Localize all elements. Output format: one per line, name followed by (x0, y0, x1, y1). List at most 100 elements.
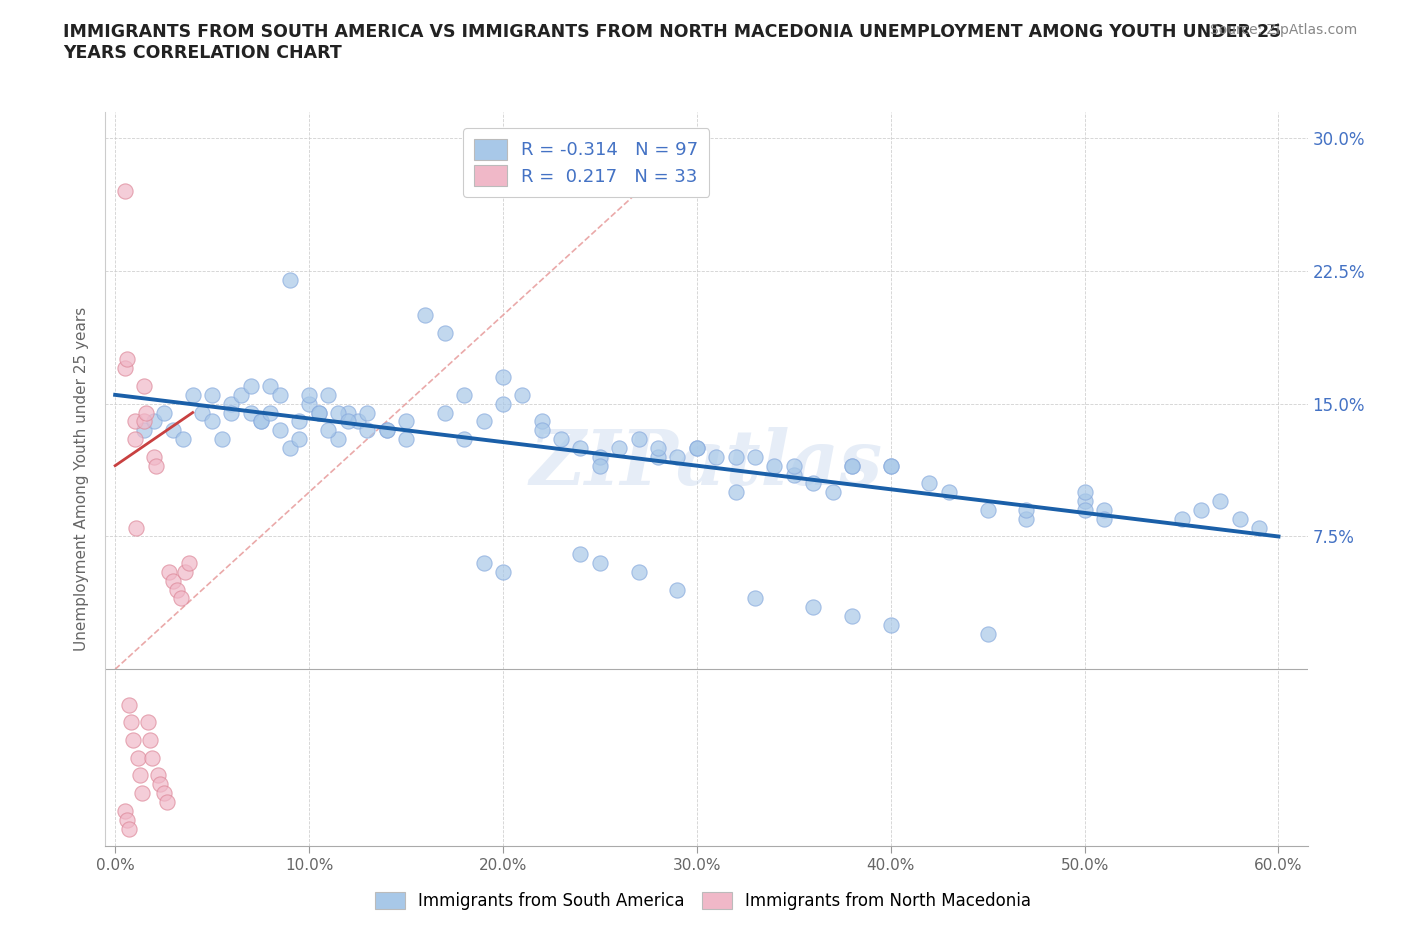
Point (1015, 512, 1038, 526)
Point (510, 388, 533, 403)
Point (166, 582, 188, 597)
Point (841, 609, 863, 624)
Point (118, 698, 141, 712)
Point (318, 423, 340, 438)
Point (1170, 512, 1192, 526)
Point (453, 432, 475, 446)
Point (783, 467, 806, 482)
Text: Source: ZipAtlas.com: Source: ZipAtlas.com (1209, 23, 1357, 37)
Point (318, 388, 340, 403)
Point (141, 751, 163, 765)
Point (627, 432, 650, 446)
Point (976, 502, 998, 517)
Point (269, 423, 291, 438)
Point (375, 423, 398, 438)
Point (298, 388, 321, 403)
Point (607, 441, 630, 456)
Point (326, 405, 349, 420)
Point (666, 582, 689, 597)
Point (724, 485, 747, 499)
Point (170, 591, 193, 605)
Point (1229, 512, 1251, 526)
Point (589, 458, 612, 473)
Point (530, 414, 553, 429)
Point (181, 388, 204, 403)
Point (801, 476, 824, 491)
Point (149, 777, 172, 791)
Point (472, 414, 495, 429)
Point (433, 326, 456, 340)
Point (174, 565, 197, 579)
Point (336, 414, 359, 429)
Point (269, 388, 291, 403)
Point (249, 414, 271, 429)
Point (569, 547, 592, 562)
Point (249, 414, 271, 429)
Point (121, 733, 143, 748)
Point (686, 441, 709, 456)
Point (375, 423, 398, 438)
Point (259, 405, 281, 420)
Point (666, 449, 689, 464)
Point (231, 388, 253, 403)
Point (1189, 502, 1212, 517)
Point (134, 379, 156, 393)
Point (647, 441, 669, 456)
Point (278, 441, 301, 456)
Point (177, 555, 200, 570)
Point (136, 715, 159, 730)
Point (114, 804, 136, 818)
Point (415, 308, 437, 323)
Point (589, 449, 612, 464)
Point (492, 370, 515, 385)
Point (308, 405, 330, 420)
Point (162, 573, 184, 588)
Point (278, 272, 301, 287)
Point (239, 405, 262, 420)
Point (627, 565, 650, 579)
Point (647, 449, 669, 464)
Point (139, 733, 162, 748)
Point (880, 618, 903, 632)
Point (841, 458, 863, 473)
Point (145, 458, 167, 473)
Point (1015, 502, 1038, 517)
Point (201, 388, 224, 403)
Point (744, 449, 766, 464)
Point (453, 388, 475, 403)
Point (744, 591, 766, 605)
Point (356, 423, 378, 438)
Point (115, 352, 138, 367)
Point (976, 627, 998, 642)
Point (880, 458, 903, 473)
Point (159, 565, 181, 579)
Legend: Immigrants from South America, Immigrants from North Macedonia: Immigrants from South America, Immigrant… (368, 885, 1038, 917)
Point (308, 405, 330, 420)
Point (492, 396, 515, 411)
Point (142, 414, 165, 429)
Point (134, 423, 156, 438)
Point (142, 449, 165, 464)
Y-axis label: Unemployment Among Youth under 25 years: Unemployment Among Youth under 25 years (75, 307, 90, 651)
Point (1073, 485, 1095, 499)
Point (114, 361, 136, 376)
Point (336, 405, 359, 420)
Point (135, 405, 157, 420)
Point (1092, 502, 1115, 517)
Point (288, 414, 311, 429)
Point (115, 812, 138, 827)
Point (686, 441, 709, 456)
Point (129, 768, 152, 783)
Point (530, 423, 553, 438)
Point (172, 432, 194, 446)
Point (146, 768, 169, 783)
Point (918, 476, 941, 491)
Point (880, 458, 903, 473)
Point (433, 405, 456, 420)
Point (1073, 502, 1095, 517)
Point (239, 379, 262, 393)
Point (127, 751, 149, 765)
Point (134, 414, 156, 429)
Point (259, 379, 281, 393)
Point (589, 555, 612, 570)
